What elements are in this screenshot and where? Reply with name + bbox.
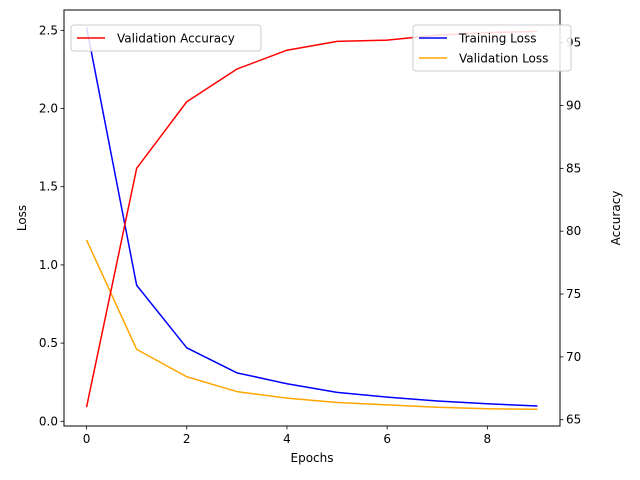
legend-upper-right: Training Loss Validation Loss [412, 24, 572, 72]
right-y-tick-label: 80 [566, 224, 581, 238]
left-y-tick-label: 2.5 [39, 23, 58, 37]
x-tick-label: 0 [83, 432, 91, 446]
x-axis-label: Epochs [291, 451, 334, 465]
legend-upper-left: Validation Accuracy [70, 24, 262, 52]
legend-box [412, 24, 572, 72]
x-tick-label: 6 [383, 432, 391, 446]
plot-frame [63, 9, 561, 427]
right-y-tick-label: 70 [566, 350, 581, 364]
left-y-tick-label: 2.0 [39, 102, 58, 116]
x-axis: 0 2 4 6 8 [83, 426, 491, 446]
x-tick-label: 2 [183, 432, 191, 446]
legend-label-training-loss: Training Loss [458, 32, 536, 46]
plot-lines [85, 27, 538, 411]
left-y-axis-label: Loss [15, 205, 29, 231]
left-y-tick-label: 0.5 [39, 336, 58, 350]
left-y-tick-label: 0.0 [39, 414, 58, 428]
legend-label-validation-loss: Validation Loss [459, 52, 548, 66]
left-y-tick-label: 1.5 [39, 180, 58, 194]
left-y-axis: 0.0 0.5 1.0 1.5 2.0 2.5 [39, 23, 64, 428]
right-y-axis-label: Accuracy [609, 191, 623, 246]
x-tick-label: 4 [283, 432, 291, 446]
legend-box [70, 24, 262, 52]
series-line-validation-loss [85, 239, 538, 411]
legend-label-validation-accuracy: Validation Accuracy [117, 32, 235, 46]
series-line-validation-accuracy [85, 30, 538, 408]
series-line-training-loss [85, 27, 538, 407]
right-y-tick-label: 85 [566, 161, 581, 175]
left-y-tick-label: 1.0 [39, 258, 58, 272]
right-y-tick-label: 90 [566, 99, 581, 113]
x-tick-label: 8 [484, 432, 492, 446]
right-y-tick-label: 65 [566, 413, 581, 427]
right-y-tick-label: 75 [566, 287, 581, 301]
